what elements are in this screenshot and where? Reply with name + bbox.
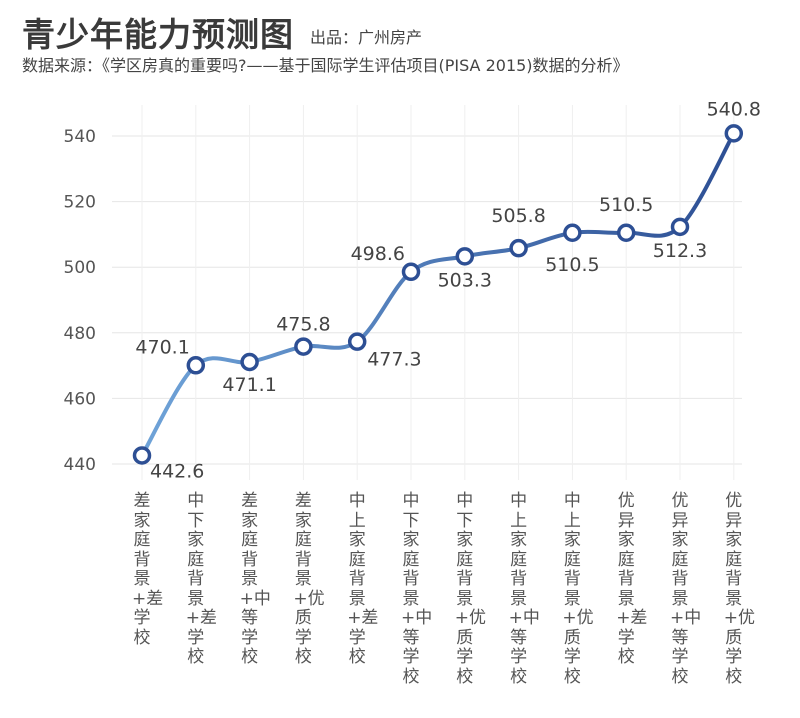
data-label: 503.3: [438, 269, 492, 291]
data-label: 512.3: [653, 240, 707, 262]
x-tick-label: 差家庭背景+优质学校: [293, 491, 325, 667]
y-tick-label: 480: [64, 324, 96, 344]
data-point: [563, 223, 582, 243]
x-tick-label: 中下家庭背景+差学校: [185, 491, 218, 667]
data-point: [455, 247, 475, 266]
data-point: [401, 262, 421, 282]
data-label: 470.1: [135, 336, 189, 358]
x-tick-label: 中上家庭背景+差学校: [347, 491, 379, 667]
series-line: [140, 131, 736, 458]
x-tick-label: 中下家庭背景+中等学校: [401, 491, 433, 687]
producer-credit: 出品：广州房产: [310, 28, 423, 47]
chart-title: 青少年能力预测图: [22, 15, 294, 54]
x-tick-label: 中上家庭背景+中等学校: [508, 491, 540, 687]
data-label: 442.6: [150, 460, 204, 482]
x-tick-label: 中下家庭背景+优质学校: [454, 491, 487, 687]
x-tick-label: 中上家庭背景+优质学校: [562, 491, 594, 687]
y-tick-label: 540: [64, 127, 96, 147]
y-tick-label: 460: [64, 389, 96, 409]
x-tick-label: 优异家庭背景+优质学校: [723, 491, 756, 687]
data-label: 505.8: [491, 205, 545, 227]
data-point: [240, 352, 259, 372]
y-tick-label: 500: [64, 258, 96, 278]
x-tick-label: 优异家庭背景+差学校: [616, 491, 648, 667]
x-tick-label: 优异家庭背景+中等学校: [670, 491, 702, 687]
data-label: 510.5: [545, 254, 599, 276]
data-label: 498.6: [351, 243, 405, 265]
data-point: [294, 337, 313, 356]
data-label: 471.1: [222, 374, 276, 396]
data-point: [670, 217, 690, 237]
data-point: [616, 223, 636, 243]
data-label: 475.8: [276, 314, 330, 336]
data-label: 540.8: [707, 98, 761, 120]
data-label: 477.3: [367, 349, 421, 371]
y-tick-label: 440: [64, 455, 96, 475]
data-point: [724, 124, 744, 143]
x-tick-label: 差家庭背景+差学校: [132, 491, 164, 648]
data-point: [132, 446, 152, 465]
x-tick-label: 差家庭背景+中等学校: [239, 491, 271, 667]
data-point: [186, 356, 206, 375]
data-point: [509, 238, 528, 258]
data-point: [347, 332, 367, 351]
data-label: 510.5: [599, 194, 653, 216]
data-source: 数据来源：《学区房真的重要吗?——基于国际学生评估项目(PISA 2015)数据…: [22, 56, 629, 75]
y-tick-label: 520: [64, 193, 96, 213]
